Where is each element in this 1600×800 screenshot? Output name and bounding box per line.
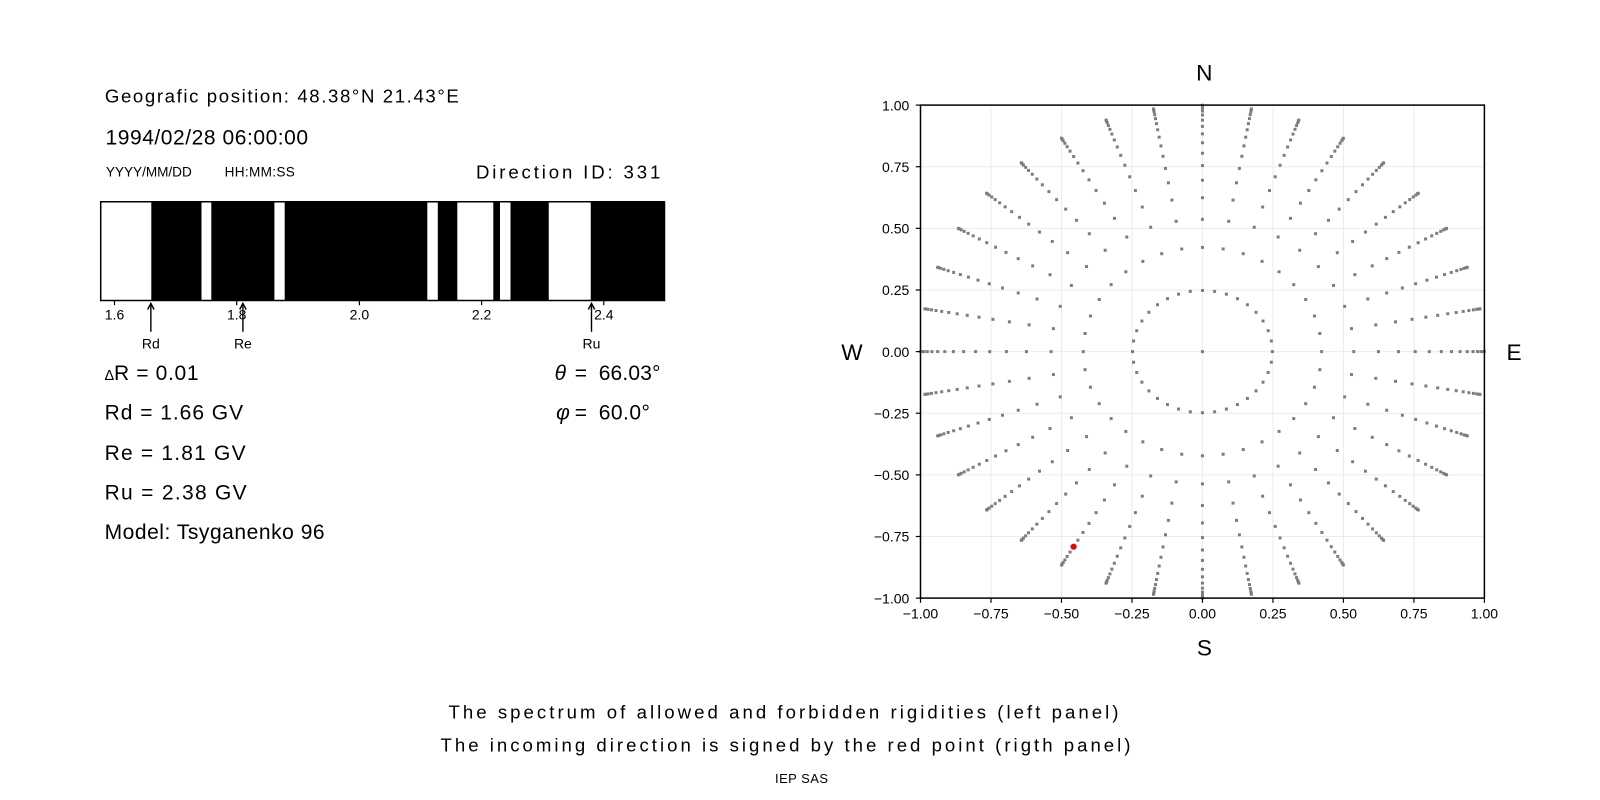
svg-text:Ru = 2.38 GV: Ru = 2.38 GV bbox=[105, 481, 247, 504]
svg-text:W: W bbox=[841, 340, 863, 365]
svg-text:60.0°: 60.0° bbox=[599, 401, 650, 424]
svg-text:66.03°: 66.03° bbox=[599, 362, 661, 385]
svg-text:−0.25: −0.25 bbox=[874, 405, 910, 421]
svg-text:=: = bbox=[575, 362, 587, 385]
svg-text:Direction ID: 331: Direction ID: 331 bbox=[476, 162, 660, 183]
svg-text:0.50: 0.50 bbox=[882, 221, 909, 237]
svg-text:Ru: Ru bbox=[583, 335, 601, 351]
svg-text:S: S bbox=[1197, 636, 1212, 661]
svg-text:−0.50: −0.50 bbox=[874, 467, 910, 483]
svg-text:Re: Re bbox=[234, 335, 252, 351]
svg-text:0.75: 0.75 bbox=[1400, 605, 1427, 621]
svg-text:−0.75: −0.75 bbox=[874, 529, 910, 545]
svg-text:∆: ∆ bbox=[105, 368, 114, 384]
svg-text:N: N bbox=[1196, 61, 1212, 86]
svg-text:2.2: 2.2 bbox=[472, 307, 492, 323]
svg-text:0.00: 0.00 bbox=[882, 344, 909, 360]
svg-text:HH:MM:SS: HH:MM:SS bbox=[225, 164, 295, 179]
svg-text:−0.75: −0.75 bbox=[973, 605, 1009, 621]
svg-text:φ: φ bbox=[556, 401, 570, 424]
svg-text:−1.00: −1.00 bbox=[874, 590, 910, 606]
svg-text:Re = 1.81 GV: Re = 1.81 GV bbox=[105, 442, 246, 465]
svg-text:0.50: 0.50 bbox=[1330, 605, 1357, 621]
svg-text:−0.25: −0.25 bbox=[1114, 605, 1150, 621]
svg-text:θ: θ bbox=[555, 362, 567, 385]
svg-text:1994/02/28 06:00:00: 1994/02/28 06:00:00 bbox=[106, 126, 309, 149]
svg-text:IEP SAS: IEP SAS bbox=[775, 771, 828, 786]
svg-text:The incoming direction is sign: The incoming direction is signed by the … bbox=[441, 735, 1131, 756]
svg-text:0.00: 0.00 bbox=[1189, 605, 1216, 621]
svg-text:−0.50: −0.50 bbox=[1044, 605, 1080, 621]
svg-text:=: = bbox=[575, 401, 587, 424]
svg-text:2.4: 2.4 bbox=[594, 307, 614, 323]
svg-text:0.25: 0.25 bbox=[882, 282, 909, 298]
svg-text:Model: Tsyganenko 96: Model: Tsyganenko 96 bbox=[105, 521, 325, 544]
svg-text:2.0: 2.0 bbox=[350, 307, 370, 323]
svg-text:Rd: Rd bbox=[142, 335, 160, 351]
svg-text:1.00: 1.00 bbox=[882, 97, 909, 113]
svg-text:Geografic position: 48.38°N 21: Geografic position: 48.38°N 21.43°E bbox=[105, 86, 459, 107]
svg-text:YYYY/MM/DD: YYYY/MM/DD bbox=[106, 165, 192, 180]
svg-text:1.00: 1.00 bbox=[1471, 605, 1498, 621]
svg-text:0.25: 0.25 bbox=[1259, 605, 1286, 621]
svg-text:0.75: 0.75 bbox=[882, 159, 909, 175]
svg-text:1.6: 1.6 bbox=[105, 307, 125, 323]
svg-text:−1.00: −1.00 bbox=[903, 605, 939, 621]
svg-text:E: E bbox=[1507, 340, 1522, 365]
svg-text:1.8: 1.8 bbox=[227, 307, 247, 323]
svg-text:Rd = 1.66 GV: Rd = 1.66 GV bbox=[105, 401, 244, 424]
svg-text:R = 0.01: R = 0.01 bbox=[114, 362, 199, 385]
